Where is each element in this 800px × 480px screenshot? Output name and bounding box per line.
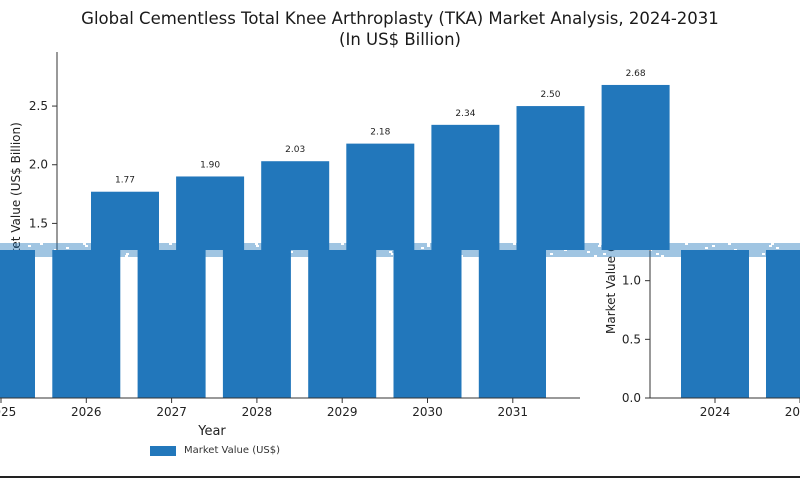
x-axis-label: Year [197,424,226,439]
bar-bottom-2031 [478,250,546,398]
x-tick-label-2030: 2030 [412,405,443,419]
bar-bottom-2025 [0,250,35,398]
data-label-2030: 2.50 [540,90,560,100]
bar-full-2025 [766,250,800,398]
y-axis-label-top: Market Value (US$ Billion) [9,122,23,250]
x-tick-label-2029: 2029 [327,405,358,419]
y-tick-label-right: 0.5 [622,332,641,346]
data-label-2026: 1.90 [200,160,220,170]
y-tick-label-right: 0.0 [622,391,641,405]
bar-top-2026 [176,176,245,250]
x-tick-label-2025: 2025 [0,405,16,419]
bar-bottom-2027 [137,250,206,398]
x-tick-label-2031: 2031 [498,405,529,419]
chart-legend: Market Value (US$) [150,445,280,456]
bar-top-2027 [261,161,330,250]
data-label-2028: 2.18 [370,128,390,138]
data-label-2025: 1.77 [115,176,135,186]
y-tick-label-top: 1.5 [29,216,48,230]
x-tick-label-right-2025: 2025 [785,405,800,419]
x-tick-label-2027: 2027 [156,405,187,419]
bar-top-2030 [516,106,585,250]
y-tick-label-top: 2.0 [29,158,48,172]
chart-canvas-top: 1.5 2.0 2.5 Market Value (US$ Billion) 1.77 1… [9,52,670,250]
chart-title: Global Cementless Total Knee Arthroplast… [81,9,719,28]
bar-bottom-2030 [393,250,462,398]
bar-top-2025 [91,191,159,250]
render-glitch-seam [0,243,800,257]
bar-bottom-2026 [52,250,121,398]
chart-panel-bottom-left: 2025 2026 2027 2028 2029 2030 2031 Year [0,250,590,480]
y-tick-label-right: 1.0 [622,274,641,288]
chart-panel-top: 1.5 2.0 2.5 Market Value (US$ Billion) 1.77 1… [9,9,719,250]
frame-bottom-rule [0,476,800,478]
legend-swatch [150,445,176,456]
bar-top-2028 [346,143,415,250]
bar-bottom-2029 [308,250,377,398]
chart-canvas-bottom-left: 2025 2026 2027 2028 2029 2030 2031 Year [0,250,580,439]
data-label-2027: 2.03 [285,145,305,155]
y-axis-label-right: Market Value (US$ Billion) [604,250,618,334]
data-label-2029: 2.34 [455,109,475,119]
x-tick-label-right-2024: 2024 [700,405,731,419]
bar-bottom-2028 [222,250,291,398]
y-tick-label-top: 2.5 [29,99,48,113]
data-label-2031: 2.68 [626,69,646,79]
chart-canvas-bottom-right: 0.0 0.5 1.0 2024 2025 Market Value (US$ Billi… [604,250,800,419]
x-tick-label-2026: 2026 [71,405,102,419]
bar-top-2029 [431,124,500,250]
bar-top-2031 [601,84,670,250]
x-tick-label-2028: 2028 [242,405,273,419]
bar-full-2024 [681,250,749,398]
legend-label: Market Value (US$) [184,445,281,456]
chart-panel-bottom-right: 0.0 0.5 1.0 2024 2025 Market Value (US$ Billi… [590,250,800,480]
chart-subtitle: (In US$ Billion) [339,30,461,49]
